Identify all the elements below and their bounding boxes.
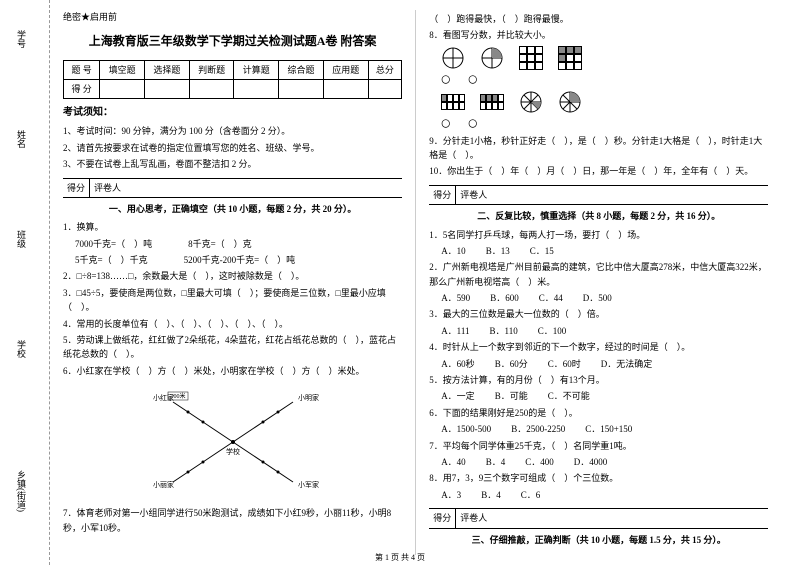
th: 选择题 <box>145 60 190 79</box>
svg-text:小军家: 小军家 <box>298 480 319 489</box>
opts: A．一定B．可能C．不可能 <box>441 389 768 403</box>
q7b: （ ）跑得最快，（ ）跑得最慢。 <box>429 12 768 26</box>
exam-title: 上海教育版三年级数学下学期过关检测试题A卷 附答案 <box>63 32 402 51</box>
s2q2: 2．广州新电视塔是广州目前最高的建筑，它比中信大厦高278米，中信大厦高322米… <box>429 260 768 289</box>
opts: A．590B．600C．44D．500 <box>441 291 768 305</box>
main-content: 绝密★启用前 上海教育版三年级数学下学期过关检测试题A卷 附答案 题 号 填空题… <box>50 0 800 565</box>
score-cell: 得分 <box>429 509 456 527</box>
opts: A．1500-500B．2500-2250C．150+150 <box>441 422 768 436</box>
rect-shape <box>480 94 504 110</box>
opts: A．111B．110C．100 <box>441 324 768 338</box>
opts: A．60秒B．60分C．60时D．无法确定 <box>441 357 768 371</box>
right-column: （ ）跑得最快，（ ）跑得最慢。 8．看图写分数，并比较大小。 〇 〇 <box>421 10 776 555</box>
fraction-shapes-row1 <box>441 46 768 70</box>
score-table: 题 号 填空题 选择题 判断题 计算题 综合题 应用题 总分 得 分 <box>63 60 402 100</box>
left-column: 绝密★启用前 上海教育版三年级数学下学期过关检测试题A卷 附答案 题 号 填空题… <box>55 10 410 555</box>
notice-item: 3、不要在试卷上乱写乱画，卷面不整洁扣 2 分。 <box>63 157 402 171</box>
s2q7: 7．平均每个同学体重25千克，（ ）名同学重1吨。 <box>429 439 768 453</box>
map-diagram: 学校 小明家 小军家 小丽家 小红家 100米 <box>133 382 333 502</box>
s2q1: 1．5名同学打乒乓球，每两人打一场，要打（ ）场。 <box>429 228 768 242</box>
th: 填空题 <box>100 60 145 79</box>
circle-icon <box>480 46 504 70</box>
s2q6: 6．下面的结果刚好是250的是（ ）。 <box>429 406 768 420</box>
margin-label: 班级 <box>15 230 28 248</box>
q2: 2．□÷8=138……□，余数最大是（ ），这时被除数是（ ）。 <box>63 269 402 283</box>
th: 应用题 <box>323 60 368 79</box>
td: 得 分 <box>64 79 100 98</box>
q5: 5．劳动课上做纸花，红红做了2朵纸花，4朵蓝花，红花占纸花总数的（ ），蓝花占纸… <box>63 333 402 362</box>
s2q8: 8．用7，3，9三个数字可组成（ ）个三位数。 <box>429 471 768 485</box>
circle-icon <box>519 90 543 114</box>
score-cell: 得分 <box>429 186 456 204</box>
svg-text:小丽家: 小丽家 <box>153 480 174 489</box>
score-cell: 得分 <box>63 179 90 197</box>
grader-cell: 评卷人 <box>90 179 402 197</box>
compare: 〇 〇 <box>441 73 768 87</box>
q3: 3．□45÷5，要使商是两位数，□里最大可填（ ）；要使商是三位数，□里最小应填… <box>63 286 402 315</box>
notice-title: 考试须知： <box>63 105 402 121</box>
section-3-title: 三、仔细推敲，正确判断（共 10 小题，每题 1.5 分，共 15 分）。 <box>429 533 768 547</box>
q6: 6．小红家在学校（ ）方（ ）米处，小明家在学校（ ）方（ ）米处。 <box>63 364 402 378</box>
th: 计算题 <box>234 60 279 79</box>
margin-label: 学校 <box>15 340 28 358</box>
opts: A．40B．4C．400D．4000 <box>441 455 768 469</box>
s2q5: 5．按方法计算，有的月份（ ）有13个月。 <box>429 373 768 387</box>
th: 判断题 <box>189 60 234 79</box>
s2q4: 4．时针从上一个数字到邻近的下一个数字，经过的时间是（ ）。 <box>429 340 768 354</box>
q10: 10．你出生于（ ）年（ ）月（ ）日，那一年是（ ）年，全年有（ ）天。 <box>429 164 768 178</box>
opts: A．3B．4C．6 <box>441 488 768 502</box>
q4: 4．常用的长度单位有（ ）、（ ）、（ ）、（ ）、（ ）。 <box>63 317 402 331</box>
svg-text:小明家: 小明家 <box>298 393 319 402</box>
q1a: 7000千克=（ ）吨 8千克=（ ）克 <box>75 237 402 251</box>
margin-label: 学号 <box>15 30 28 48</box>
q8: 8．看图写分数，并比较大小。 <box>429 28 768 42</box>
page-footer: 第 1 页 共 4 页 <box>0 552 800 563</box>
notice-item: 2、请首先按要求在试卷的指定位置填写您的姓名、班级、学号。 <box>63 141 402 155</box>
th: 题 号 <box>64 60 100 79</box>
svg-text:学校: 学校 <box>226 447 240 456</box>
grid-shape <box>519 46 543 70</box>
rect-shape <box>441 94 465 110</box>
grader-cell: 评卷人 <box>456 509 768 527</box>
q1: 1．换算。 <box>63 220 402 234</box>
score-box: 得分 评卷人 <box>63 178 402 198</box>
q1b: 5千克=（ ）千克 5200千克-200千克=（ ）吨 <box>75 253 402 267</box>
compare: 〇 〇 <box>441 117 768 131</box>
column-divider <box>415 10 416 555</box>
s2q3: 3．最大的三位数是最大一位数的（ ）倍。 <box>429 307 768 321</box>
q7: 7．体育老师对第一小组同学进行50米跑测试，成绩如下小红9秒，小丽11秒，小明8… <box>63 506 402 535</box>
grid-shape <box>558 46 582 70</box>
secret-label: 绝密★启用前 <box>63 10 402 24</box>
section-2-title: 二、反复比较，慎重选择（共 8 小题，每题 2 分，共 16 分）。 <box>429 209 768 223</box>
opts: A．10B．13C．15 <box>441 244 768 258</box>
q9: 9．分针走1小格，秒针正好走（ ），是（ ）秒。分针走1大格是（ ），时针走1大… <box>429 134 768 163</box>
grader-cell: 评卷人 <box>456 186 768 204</box>
score-box: 得分 评卷人 <box>429 508 768 528</box>
fraction-shapes-row2 <box>441 90 768 114</box>
margin-label: 乡镇(街道) <box>15 470 28 512</box>
section-1-title: 一、用心思考，正确填空（共 10 小题，每题 2 分，共 20 分）。 <box>63 202 402 216</box>
circle-icon <box>441 46 465 70</box>
notice-item: 1、考试时间：90 分钟，满分为 100 分（含卷面分 2 分）。 <box>63 124 402 138</box>
circle-icon <box>558 90 582 114</box>
svg-text:100米: 100米 <box>170 392 185 400</box>
th: 综合题 <box>279 60 324 79</box>
binding-margin: 学号 姓名 班级 学校 乡镇(街道) <box>0 0 50 565</box>
margin-label: 姓名 <box>15 130 28 148</box>
th: 总分 <box>368 60 402 79</box>
score-box: 得分 评卷人 <box>429 185 768 205</box>
